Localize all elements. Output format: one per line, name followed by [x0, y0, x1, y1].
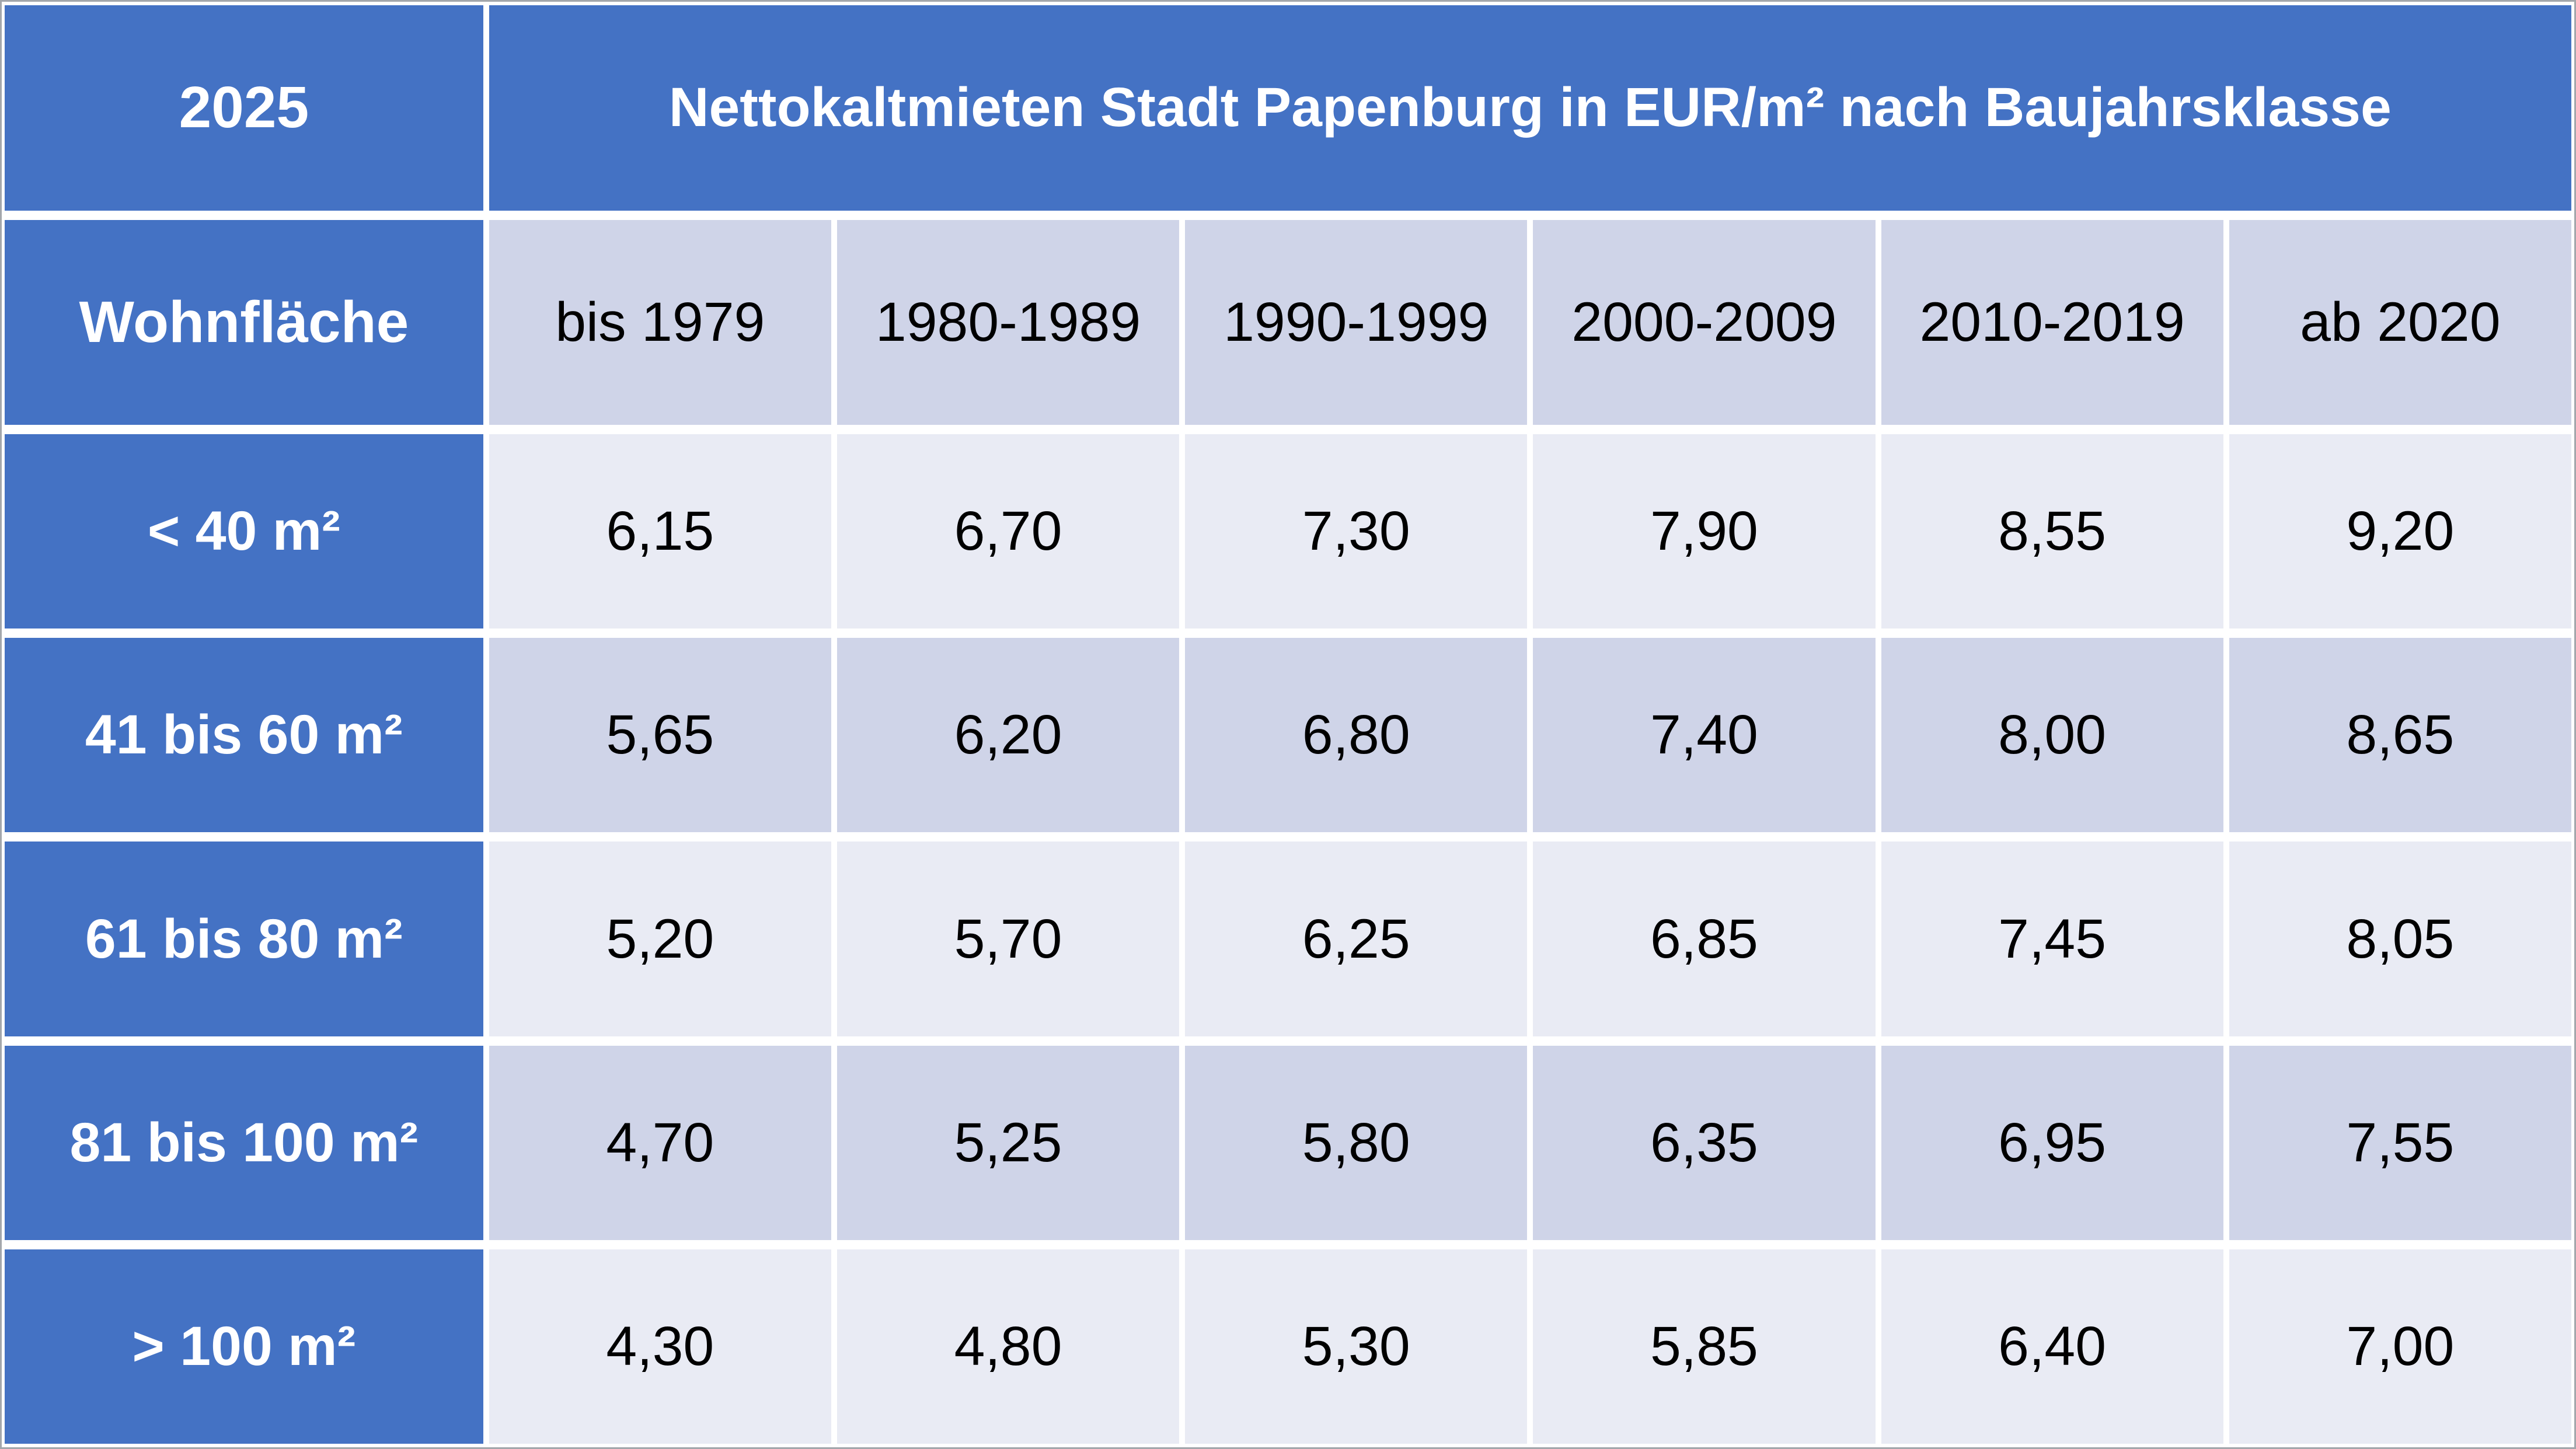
value-cell: 6,20 [836, 638, 1180, 833]
row-header-81-100: 81 bis 100 m² [5, 1045, 483, 1240]
value-cell: 5,20 [489, 842, 831, 1036]
row-header-lt-40: < 40 m² [5, 434, 483, 629]
value-cell: 5,80 [1185, 1045, 1528, 1240]
value-cell: 5,70 [836, 842, 1180, 1036]
row-header-gt-100: > 100 m² [5, 1249, 483, 1444]
col-header-ab-2020: ab 2020 [2229, 219, 2571, 425]
col-header-2010-2019: 2010-2019 [1881, 219, 2223, 425]
value-cell: 7,30 [1185, 434, 1528, 629]
col-header-1980-1989: 1980-1989 [836, 219, 1180, 425]
value-cell: 8,55 [1881, 434, 2223, 629]
col-header-bis-1979: bis 1979 [489, 219, 831, 425]
value-cell: 7,55 [2229, 1045, 2571, 1240]
table-row: 81 bis 100 m² 4,70 5,25 5,80 6,35 6,95 7… [5, 1045, 2571, 1240]
col-header-1990-1999: 1990-1999 [1185, 219, 1528, 425]
value-cell: 4,70 [489, 1045, 831, 1240]
value-cell: 4,30 [489, 1249, 831, 1444]
year-badge: 2025 [5, 5, 483, 211]
value-cell: 9,20 [2229, 434, 2571, 629]
column-header-row: Wohnfläche bis 1979 1980-1989 1990-1999 … [5, 219, 2571, 425]
value-cell: 5,30 [1185, 1249, 1528, 1444]
value-cell: 8,65 [2229, 638, 2571, 833]
title-row: 2025 Nettokaltmieten Stadt Papenburg in … [5, 5, 2571, 211]
corner-header-wohnflaeche: Wohnfläche [5, 219, 483, 425]
value-cell: 7,90 [1533, 434, 1876, 629]
value-cell: 5,25 [836, 1045, 1180, 1240]
value-cell: 6,85 [1533, 842, 1876, 1036]
value-cell: 5,65 [489, 638, 831, 833]
row-header-41-60: 41 bis 60 m² [5, 638, 483, 833]
table-row: 41 bis 60 m² 5,65 6,20 6,80 7,40 8,00 8,… [5, 638, 2571, 833]
value-cell: 6,35 [1533, 1045, 1876, 1240]
value-cell: 5,85 [1533, 1249, 1876, 1444]
value-cell: 6,95 [1881, 1045, 2223, 1240]
value-cell: 6,15 [489, 434, 831, 629]
col-header-2000-2009: 2000-2009 [1533, 219, 1876, 425]
row-header-61-80: 61 bis 80 m² [5, 842, 483, 1036]
table-row: 61 bis 80 m² 5,20 5,70 6,25 6,85 7,45 8,… [5, 842, 2571, 1036]
value-cell: 7,00 [2229, 1249, 2571, 1444]
value-cell: 6,40 [1881, 1249, 2223, 1444]
value-cell: 6,25 [1185, 842, 1528, 1036]
value-cell: 7,45 [1881, 842, 2223, 1036]
value-cell: 4,80 [836, 1249, 1180, 1444]
table-row: > 100 m² 4,30 4,80 5,30 5,85 6,40 7,00 [5, 1249, 2571, 1444]
table-row: < 40 m² 6,15 6,70 7,30 7,90 8,55 9,20 [5, 434, 2571, 629]
value-cell: 8,05 [2229, 842, 2571, 1036]
value-cell: 8,00 [1881, 638, 2223, 833]
value-cell: 7,40 [1533, 638, 1876, 833]
value-cell: 6,80 [1185, 638, 1528, 833]
value-cell: 6,70 [836, 434, 1180, 629]
table-title: Nettokaltmieten Stadt Papenburg in EUR/m… [489, 5, 2571, 211]
